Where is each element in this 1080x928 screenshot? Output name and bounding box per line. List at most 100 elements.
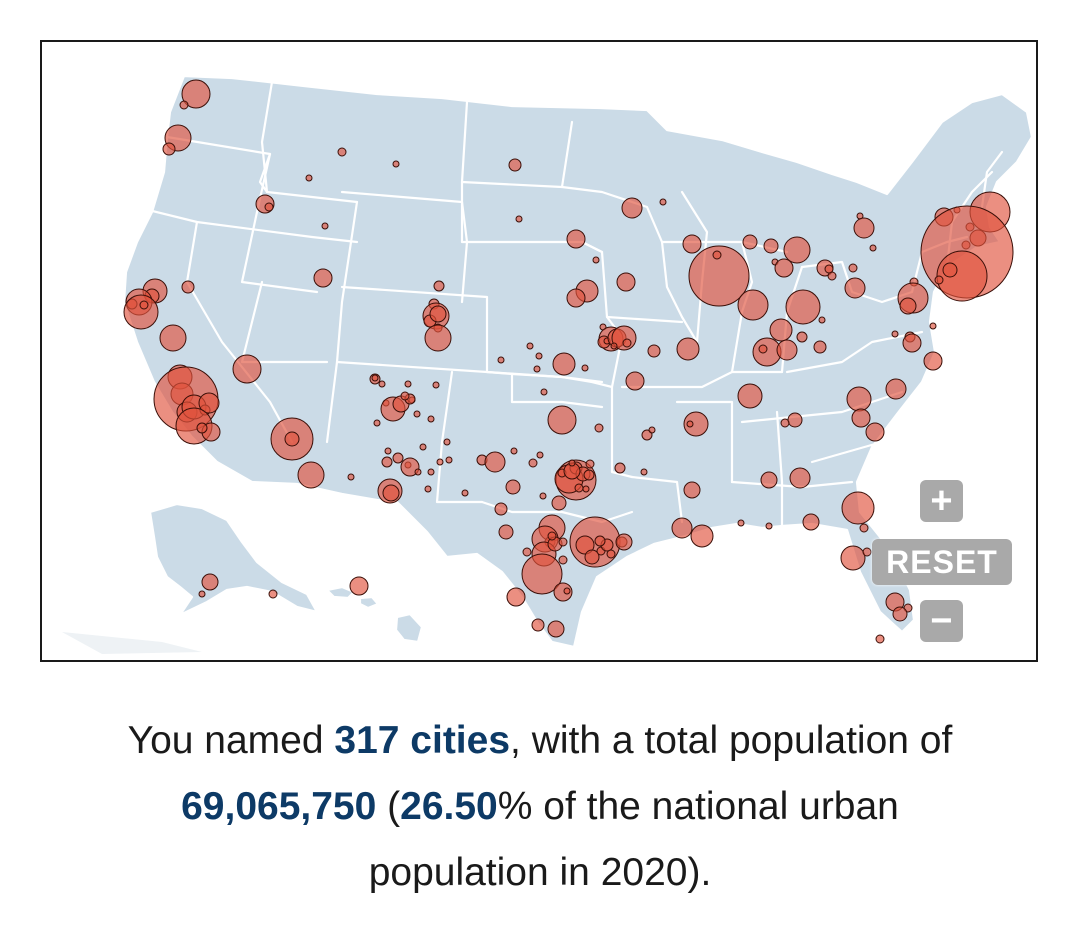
city-bubble[interactable] (337, 147, 347, 157)
city-bubble[interactable] (614, 462, 626, 474)
city-bubble[interactable] (521, 553, 563, 595)
city-bubble[interactable] (196, 422, 208, 434)
city-bubble[interactable] (844, 277, 866, 299)
city-bubble[interactable] (592, 256, 600, 264)
city-bubble[interactable] (539, 492, 547, 500)
city-bubble[interactable] (373, 419, 381, 427)
city-bubble[interactable] (413, 410, 421, 418)
reset-button[interactable]: RESET (872, 539, 1012, 585)
city-bubble[interactable] (494, 502, 508, 516)
city-map[interactable]: + RESET − (40, 40, 1038, 662)
city-bubble[interactable] (690, 524, 714, 548)
city-bubble[interactable] (585, 459, 595, 469)
city-bubble[interactable] (625, 371, 645, 391)
city-bubble[interactable] (583, 469, 595, 481)
city-bubble[interactable] (582, 485, 590, 493)
city-bubble[interactable] (381, 456, 393, 468)
city-bubble[interactable] (528, 458, 538, 468)
city-bubble[interactable] (558, 555, 568, 565)
city-bubble[interactable] (419, 443, 427, 451)
city-bubble[interactable] (484, 451, 506, 473)
city-bubble[interactable] (264, 202, 274, 212)
city-bubble[interactable] (737, 519, 745, 527)
city-bubble[interactable] (606, 549, 616, 559)
city-bubble[interactable] (783, 236, 811, 264)
city-bubble[interactable] (547, 531, 557, 541)
city-bubble[interactable] (563, 587, 571, 595)
city-bubble[interactable] (774, 258, 794, 278)
city-bubble[interactable] (384, 447, 392, 455)
city-bubble[interactable] (558, 537, 568, 547)
city-bubble[interactable] (934, 275, 944, 285)
city-bubble[interactable] (923, 351, 943, 371)
city-bubble[interactable] (622, 338, 632, 348)
city-bubble[interactable] (510, 447, 518, 455)
city-bubble[interactable] (522, 547, 532, 557)
city-bubble[interactable] (780, 418, 790, 428)
city-bubble[interactable] (432, 381, 440, 389)
city-bubble[interactable] (712, 250, 722, 260)
city-bubble[interactable] (424, 324, 452, 352)
city-bubble[interactable] (862, 547, 872, 557)
city-bubble[interactable] (535, 352, 543, 360)
city-bubble[interactable] (765, 522, 773, 530)
city-bubble[interactable] (400, 457, 420, 477)
city-bubble[interactable] (159, 324, 187, 352)
city-bubble[interactable] (763, 238, 779, 254)
city-bubble[interactable] (648, 426, 656, 434)
city-bubble[interactable] (181, 79, 211, 109)
city-bubble[interactable] (443, 438, 451, 446)
city-bubble[interactable] (869, 244, 877, 252)
city-bubble[interactable] (268, 589, 278, 599)
city-bubble[interactable] (737, 289, 769, 321)
city-bubble[interactable] (899, 297, 917, 315)
city-bubble[interactable] (641, 429, 653, 441)
city-bubble[interactable] (776, 339, 798, 361)
city-bubble[interactable] (621, 197, 643, 219)
zoom-in-button[interactable]: + (920, 480, 963, 522)
city-bubble[interactable] (875, 634, 885, 644)
city-bubble[interactable] (813, 340, 827, 354)
city-bubble[interactable] (647, 344, 661, 358)
city-bubble[interactable] (181, 280, 195, 294)
city-bubble[interactable] (400, 391, 410, 401)
city-bubble[interactable] (497, 356, 505, 364)
city-bubble[interactable] (737, 383, 763, 409)
city-bubble[interactable] (758, 344, 768, 354)
city-bubble[interactable] (424, 485, 432, 493)
city-bubble[interactable] (198, 590, 206, 598)
city-bubble[interactable] (824, 264, 834, 274)
city-bubble[interactable] (853, 217, 875, 239)
city-bubble[interactable] (568, 459, 576, 467)
city-bubble[interactable] (760, 471, 778, 489)
city-bubble[interactable] (785, 289, 821, 325)
city-bubble[interactable] (547, 405, 577, 435)
city-bubble[interactable] (305, 174, 313, 182)
city-bubble[interactable] (686, 420, 694, 428)
city-bubble[interactable] (818, 316, 826, 324)
city-bubble[interactable] (198, 392, 220, 414)
city-bubble[interactable] (851, 408, 871, 428)
city-bubble[interactable] (139, 300, 149, 310)
city-bubble[interactable] (547, 620, 565, 638)
city-bubble[interactable] (865, 422, 885, 442)
city-bubble[interactable] (162, 142, 176, 156)
city-bubble[interactable] (683, 481, 701, 499)
city-bubble[interactable] (297, 461, 325, 489)
city-bubble[interactable] (802, 513, 820, 531)
city-bubble[interactable] (841, 491, 875, 525)
city-bubble[interactable] (574, 483, 584, 493)
city-bubble[interactable] (506, 587, 526, 607)
city-bubble[interactable] (769, 318, 793, 342)
city-bubble[interactable] (676, 337, 700, 361)
city-bubble[interactable] (436, 458, 444, 466)
city-bubble[interactable] (796, 331, 808, 343)
city-bubble[interactable] (581, 364, 589, 372)
city-bubble[interactable] (553, 582, 573, 602)
city-bubble[interactable] (371, 374, 379, 382)
city-bubble[interactable] (313, 268, 333, 288)
city-bubble[interactable] (540, 388, 548, 396)
city-bubble[interactable] (594, 423, 604, 433)
city-bubble[interactable] (526, 342, 534, 350)
city-bubble[interactable] (445, 456, 453, 464)
